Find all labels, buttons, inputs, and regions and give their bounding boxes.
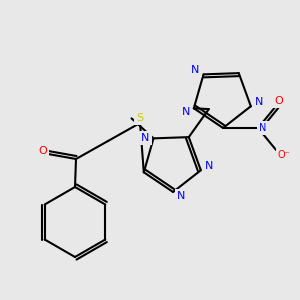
- Text: N: N: [205, 161, 213, 171]
- Text: O: O: [275, 96, 284, 106]
- Text: N: N: [260, 123, 267, 133]
- Text: O: O: [39, 146, 47, 156]
- Text: S: S: [136, 113, 144, 123]
- Text: N: N: [191, 65, 200, 75]
- Text: N: N: [141, 134, 150, 143]
- Text: N: N: [177, 191, 185, 201]
- Text: N: N: [182, 107, 190, 117]
- Text: N: N: [255, 97, 263, 107]
- Text: O⁻: O⁻: [278, 150, 290, 160]
